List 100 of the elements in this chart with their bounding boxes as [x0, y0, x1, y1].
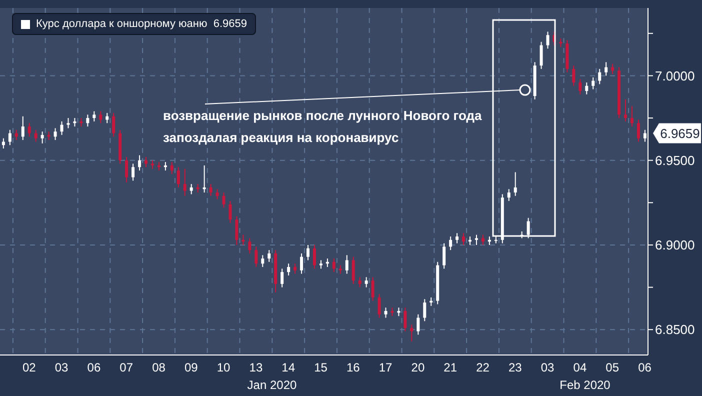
candlestick — [462, 232, 466, 246]
candlestick — [423, 298, 426, 322]
x-tick-label: 22 — [476, 360, 490, 375]
candlestick — [474, 234, 478, 246]
candlestick — [371, 276, 374, 302]
candlestick — [66, 118, 70, 129]
text: 6.9659 — [660, 126, 700, 141]
candlestick — [190, 184, 193, 195]
candlestick — [280, 268, 284, 288]
candlestick — [507, 188, 510, 202]
candlestick — [176, 166, 180, 188]
x-tick-label: 06 — [638, 360, 652, 375]
candlestick — [99, 110, 102, 124]
candlestick — [578, 78, 582, 95]
candlestick — [268, 250, 271, 262]
candlestick — [261, 254, 264, 268]
candlestick — [384, 307, 388, 318]
candlestick — [604, 62, 608, 76]
y-tick-label: 6.9500 — [655, 152, 695, 168]
x-tick-label: 07 — [120, 360, 134, 375]
x-tick-label: 08 — [152, 360, 166, 375]
candlestick — [132, 163, 135, 182]
x-tick-label: 09 — [184, 360, 198, 375]
candlestick — [216, 188, 219, 200]
x-tick-label: 20 — [411, 360, 425, 375]
candlestick — [8, 129, 12, 146]
candlestick — [21, 116, 24, 141]
candlestick — [235, 216, 238, 246]
x-tick-label: 14 — [282, 360, 296, 375]
text: Jan 2020 — [247, 378, 298, 392]
y-tick-label: 7.0000 — [655, 68, 695, 84]
candlestick — [248, 238, 252, 254]
x-tick-label: 04 — [573, 360, 587, 375]
x-tick-label: 21 — [444, 360, 458, 375]
candlestick — [125, 156, 128, 183]
candlestick — [546, 31, 550, 50]
x-tick-label: 06 — [87, 360, 101, 375]
candlestick — [404, 307, 407, 332]
candlestick — [416, 314, 420, 336]
candlestick — [572, 65, 576, 86]
x-tick-label: 17 — [378, 360, 393, 375]
candlestick — [378, 294, 381, 318]
candlestick — [34, 129, 38, 142]
candlestick — [611, 63, 614, 75]
candlestick — [287, 263, 290, 276]
candlestick — [300, 252, 304, 274]
candlestick — [242, 234, 245, 246]
candlestick — [636, 119, 640, 142]
candlestick — [60, 120, 64, 136]
candlestick — [364, 276, 368, 288]
candlestick — [86, 114, 90, 127]
annotation: возвращение рынков после лунного Нового года — [163, 108, 483, 123]
candlestick — [332, 258, 336, 273]
candlestick — [54, 128, 57, 141]
candlestick — [456, 232, 459, 244]
candlestick — [40, 131, 44, 144]
candlestick — [254, 246, 258, 268]
candlestick — [624, 98, 628, 122]
candlestick — [598, 68, 602, 85]
x-tick-label: 23 — [508, 360, 522, 375]
candlestick — [202, 164, 206, 193]
candlestick — [28, 122, 31, 138]
candlestick — [585, 82, 588, 95]
x-tick-label: 03 — [54, 360, 69, 375]
candlestick — [592, 76, 595, 90]
candlestick — [92, 110, 96, 122]
candlestick — [306, 244, 310, 261]
candlestick — [170, 162, 174, 174]
x-tick-label: 10 — [216, 360, 231, 375]
candlestick — [222, 192, 226, 208]
candlestick — [358, 276, 362, 288]
candlestick — [514, 172, 517, 196]
candlestick — [312, 244, 316, 270]
annotation: запоздалая реакция на коронавирус — [163, 130, 399, 145]
candlestick — [345, 254, 348, 274]
y-tick-label: 6.9000 — [655, 238, 695, 253]
x-tick-label: 03 — [540, 360, 555, 375]
candlestick — [352, 256, 355, 284]
x-tick-label: 16 — [346, 360, 360, 375]
candlestick — [228, 200, 232, 224]
x-tick-label: 02 — [22, 360, 36, 375]
x-tick-label: 13 — [249, 360, 263, 375]
candlestick — [209, 184, 212, 196]
candlestick — [138, 154, 142, 171]
candlestick — [449, 236, 452, 251]
candlestick — [112, 112, 116, 138]
candlestick — [442, 242, 446, 270]
candlestick — [2, 138, 5, 149]
candlestick — [410, 324, 414, 342]
candlestick — [294, 263, 297, 274]
candlestick — [540, 41, 543, 70]
candlestick — [630, 106, 634, 127]
candlestick — [526, 217, 530, 239]
x-tick-label: 05 — [606, 360, 620, 375]
text: Feb 2020 — [560, 378, 611, 392]
y-tick-label: 6.8500 — [655, 322, 695, 338]
legend-label: Курс доллара к оншорному юаню 6.9659 — [36, 18, 248, 30]
candlestick — [481, 234, 484, 246]
candlestick — [183, 168, 186, 196]
x-tick-label: 15 — [314, 360, 328, 375]
